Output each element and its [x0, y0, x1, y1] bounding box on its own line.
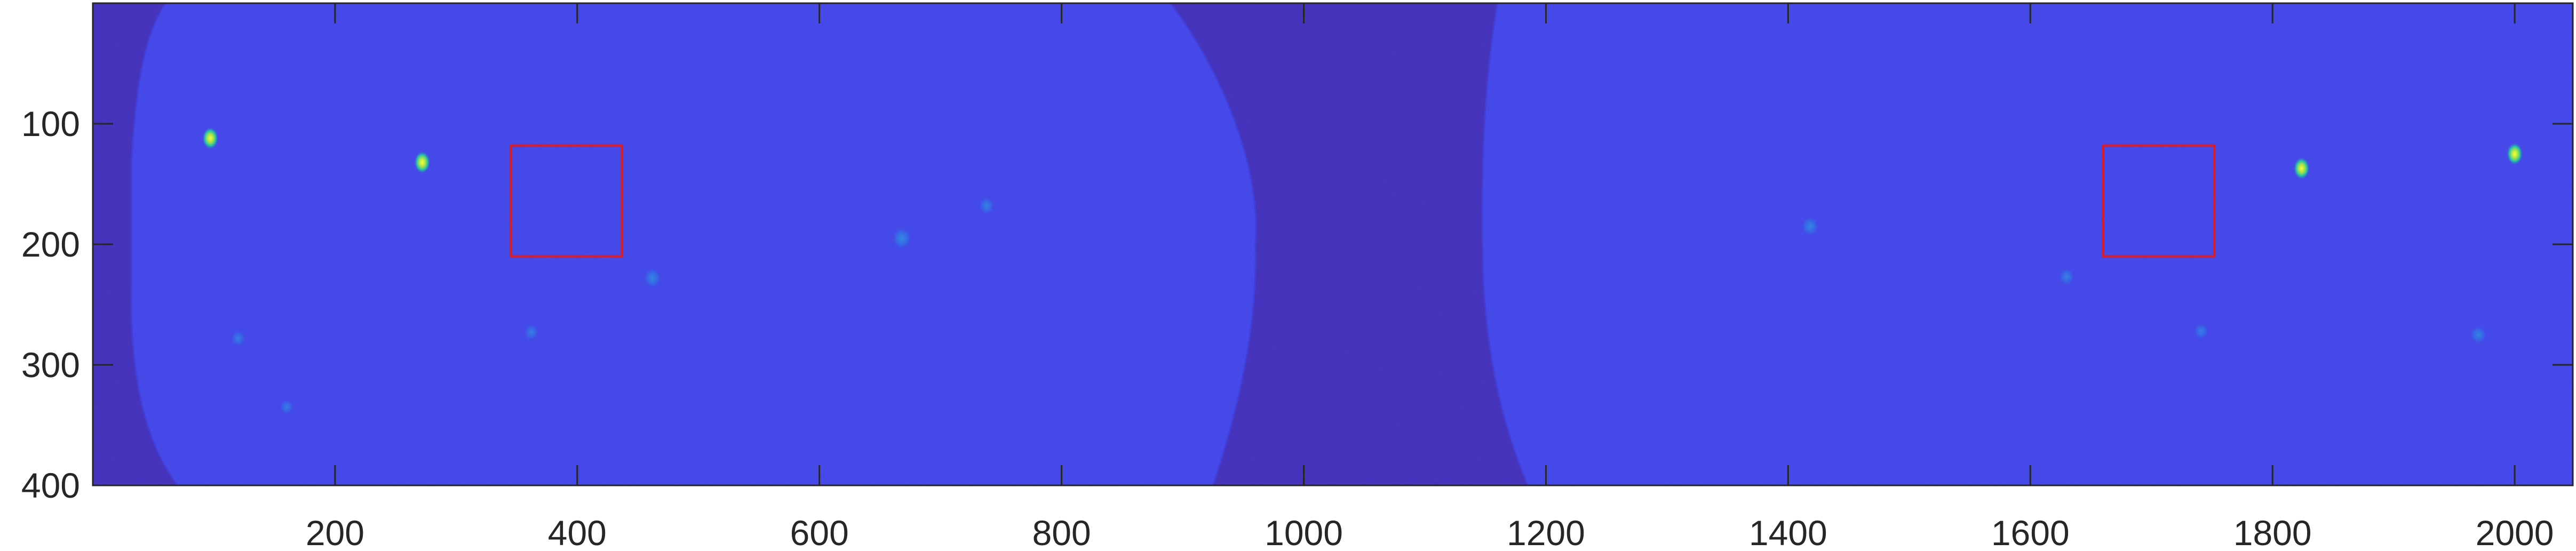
x-tick-label: 1200: [1507, 513, 1585, 551]
bright-spot-12: [229, 329, 247, 348]
y-tick-label: 400: [21, 466, 80, 505]
x-tick-label: 1000: [1265, 513, 1343, 551]
highlight-boxes: [509, 144, 2216, 258]
x-tick-label: 1800: [2233, 513, 2312, 551]
bright-spot-3: [2293, 156, 2310, 180]
axes: [92, 2, 2574, 486]
y-tick-label: 300: [21, 345, 80, 385]
x-tick-label: 1400: [1749, 513, 1827, 551]
bright-spot-8: [2469, 324, 2488, 346]
bright-spot-5: [891, 226, 912, 251]
bright-spot-2: [414, 150, 431, 174]
bright-spot-4: [2506, 142, 2524, 166]
y-tick-labels: 100 200 300 400: [21, 104, 80, 505]
x-tick-label: 600: [790, 513, 849, 551]
plot-area: [93, 3, 2573, 485]
bright-spot-1: [202, 126, 219, 150]
bright-spot-13: [279, 398, 295, 416]
bright-spot-6: [642, 267, 662, 290]
x-tick-label: 2000: [2476, 513, 2554, 551]
sensor-noise: [93, 3, 2573, 485]
bright-spots: [202, 126, 2524, 416]
bright-spot-14: [2192, 322, 2209, 340]
highlight-box-1: [509, 144, 623, 258]
x-tick-label: 1600: [1991, 513, 2070, 551]
x-tick-label: 400: [548, 513, 607, 551]
x-tick-label: 200: [306, 513, 364, 551]
x-tick-labels: 200 400 600 800 1000 1200 1400 1600 1800 2000: [306, 513, 2554, 551]
x-tick-label: 800: [1032, 513, 1091, 551]
bright-spot-7: [1800, 215, 1820, 237]
y-tick-label: 100: [21, 104, 80, 143]
bright-spot-11: [523, 323, 539, 342]
highlight-box-2: [2102, 144, 2216, 258]
y-tick-label: 200: [21, 225, 80, 264]
bright-spot-9: [977, 196, 996, 216]
bright-spot-10: [2058, 267, 2076, 287]
